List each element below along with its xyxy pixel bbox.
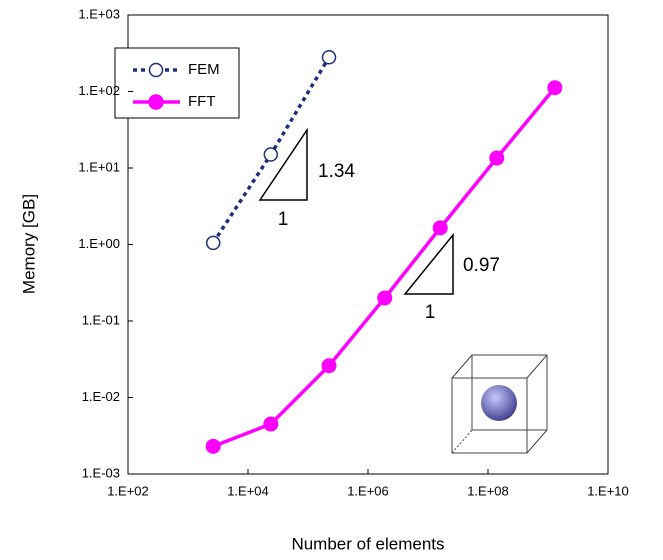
data-point bbox=[321, 50, 337, 65]
x-tick-label: 1.E+10 bbox=[587, 483, 629, 498]
data-point bbox=[489, 150, 505, 166]
y-axis-title: Memory [GB] bbox=[19, 194, 38, 294]
data-point bbox=[205, 438, 221, 454]
annotation: 1 bbox=[425, 302, 436, 323]
data-point bbox=[547, 80, 563, 96]
y-tick-label: 1.E+01 bbox=[78, 159, 120, 174]
x-tick-label: 1.E+08 bbox=[467, 483, 509, 498]
x-axis-title: Number of elements bbox=[291, 534, 444, 553]
annotation: 1.34 bbox=[318, 161, 355, 182]
y-tick-label: 1.E-03 bbox=[82, 465, 120, 480]
x-tick-label: 1.E+06 bbox=[347, 483, 389, 498]
x-tick-label: 1.E+02 bbox=[107, 483, 149, 498]
legend-label: FEM bbox=[188, 61, 220, 78]
data-point bbox=[263, 147, 279, 162]
data-point bbox=[263, 416, 279, 432]
slope-triangle bbox=[403, 232, 454, 295]
cube-icon bbox=[451, 354, 548, 454]
legend-box bbox=[114, 47, 240, 119]
y-tick-label: 1.E+03 bbox=[78, 6, 120, 21]
annotation: 0.97 bbox=[463, 255, 500, 276]
y-tick-label: 1.E-02 bbox=[82, 389, 120, 404]
data-point bbox=[205, 235, 221, 251]
y-tick-label: 1.E+00 bbox=[78, 236, 120, 251]
legend-marker bbox=[148, 62, 164, 78]
legend-label: FFT bbox=[188, 93, 216, 110]
y-tick-label: 1.E+02 bbox=[78, 83, 120, 98]
data-point bbox=[321, 358, 337, 374]
legend-marker bbox=[148, 94, 164, 110]
x-tick-label: 1.E+04 bbox=[227, 483, 269, 498]
slope-triangle bbox=[258, 127, 308, 201]
y-tick-label: 1.E-01 bbox=[82, 312, 120, 327]
data-point bbox=[377, 290, 393, 306]
annotation: 1 bbox=[278, 209, 289, 230]
data-point bbox=[432, 220, 448, 236]
